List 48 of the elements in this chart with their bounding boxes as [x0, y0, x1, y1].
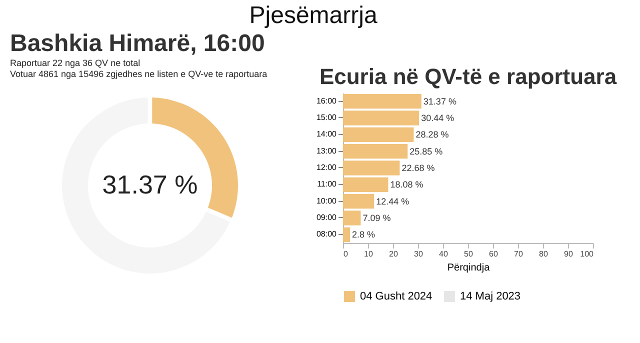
x-tick-label: 50 [464, 250, 474, 258]
text: Votuar 4861 nga 15496 zgjedhes ne listen e QV-ve te raportuara [10, 69, 268, 79]
y-tick-label: 10:00 [316, 196, 338, 206]
x-tick-label: 100 [580, 250, 594, 258]
data-label: 2.8 % [352, 230, 376, 240]
x-tick-label: 0 [344, 250, 348, 258]
y-tick-label: 08:00 [316, 230, 338, 239]
bar [343, 210, 361, 226]
x-tick-label: 10 [364, 250, 374, 258]
data-label: 30.44 % [421, 113, 454, 123]
data-label: 7.09 % [362, 213, 391, 223]
x-tick-label: 40 [439, 250, 448, 258]
x-tick-label: 70 [514, 250, 524, 258]
data-label: 28.28 % [416, 130, 449, 140]
x-tick-label: 30 [414, 250, 424, 258]
legend-label: 14 Maj 2023 [460, 290, 521, 303]
bar [343, 194, 374, 209]
y-tick-label: 14:00 [316, 130, 338, 139]
data-label: 22.68 % [402, 163, 435, 173]
chart-title: Bashkia Himarë, 16:00 [10, 30, 265, 57]
data-label: 31.37 % [102, 170, 198, 200]
y-tick-label: 15:00 [316, 113, 338, 122]
x-tick-label: 80 [539, 250, 548, 258]
text: Raportuar 22 nga 36 QV ne total [10, 58, 140, 68]
legend-label: 04 Gusht 2024 [360, 290, 432, 303]
data-label: 25.85 % [410, 146, 443, 156]
bar [343, 227, 350, 242]
data-label: 18.08 % [390, 180, 424, 190]
y-tick-label: 13:00 [316, 146, 338, 156]
x-tick-label: 60 [489, 250, 498, 258]
bar [343, 144, 408, 159]
data-label: 31.37 % [423, 96, 456, 106]
x-axis-title: Përqindja [447, 262, 490, 274]
bar [343, 127, 414, 142]
bar [343, 110, 420, 126]
x-tick-label: 90 [564, 250, 574, 258]
bar [343, 177, 388, 192]
bar [343, 94, 422, 109]
y-tick-label: 12:00 [316, 163, 338, 172]
bar [343, 160, 400, 176]
data-label: 12.44 % [376, 196, 410, 206]
text: Pjesëmarrja [249, 2, 378, 29]
y-tick-label: 11:00 [317, 180, 338, 189]
y-tick-label: 16:00 [316, 96, 338, 106]
chart-title: Ecuria në QV-të e raportuara [319, 64, 618, 89]
y-tick-label: 09:00 [316, 213, 338, 222]
x-tick-label: 20 [389, 250, 398, 258]
donut-slice [62, 98, 230, 274]
